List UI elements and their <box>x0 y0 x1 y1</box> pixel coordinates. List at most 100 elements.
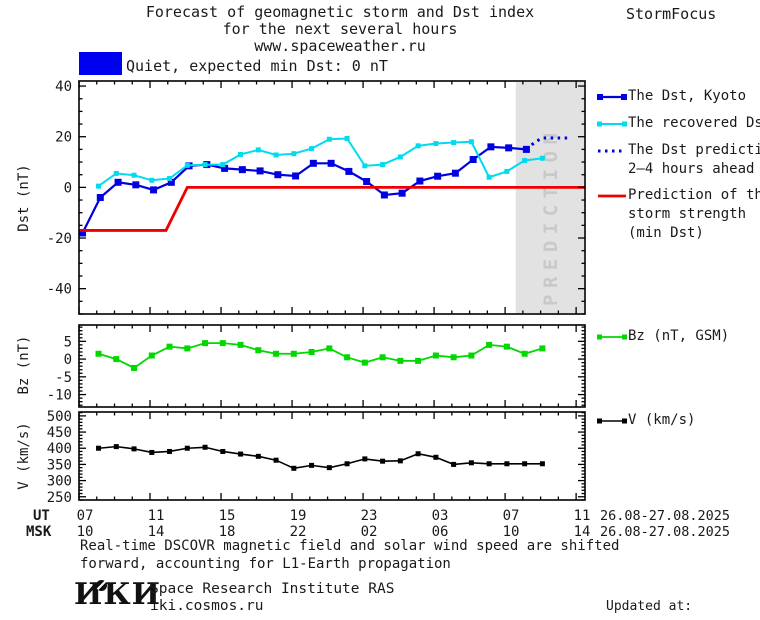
data-point-marker <box>397 154 403 160</box>
legend-label: The Dst prediction <box>628 142 760 158</box>
data-point-marker <box>398 189 406 197</box>
data-point-marker <box>114 178 122 186</box>
legend-label: (min Dst) <box>628 225 704 241</box>
iki-logo: ИКИ <box>74 577 161 612</box>
data-point-marker <box>255 347 262 354</box>
time-tick: 06 <box>431 524 449 540</box>
title-line-1: Forecast of geomagnetic storm and Dst in… <box>145 3 535 21</box>
data-point-marker <box>308 348 315 355</box>
series-the-dst-prediction-2-4-hours-ahead <box>525 136 570 151</box>
data-point-marker <box>202 162 208 168</box>
data-point-marker <box>184 345 191 352</box>
data-point-marker <box>415 357 422 364</box>
data-point-marker <box>113 444 119 450</box>
data-point-marker <box>202 340 209 347</box>
institute-name: Space Research Institute RAS <box>150 581 395 597</box>
data-point-marker <box>149 177 155 183</box>
plot-frame <box>78 411 586 501</box>
legend-label: 2–4 hours ahead <box>628 161 755 177</box>
data-point-marker <box>416 177 424 185</box>
data-point-marker <box>220 448 226 454</box>
legend-label: The recovered Dst <box>628 115 760 131</box>
data-point-marker <box>504 461 510 467</box>
sputnik-icon <box>96 580 107 591</box>
data-point-marker <box>433 141 439 147</box>
title-line-2: for the next several hours <box>222 20 458 38</box>
data-point-marker <box>113 356 120 363</box>
time-tick: 14 <box>147 524 165 540</box>
data-point-marker <box>292 172 300 180</box>
data-point-marker <box>132 181 140 189</box>
data-point-marker <box>450 354 457 361</box>
time-tick: 07 <box>76 508 94 524</box>
data-point-marker <box>468 352 475 359</box>
legend-swatch <box>597 186 628 206</box>
green-squares-legend-swatch-icon <box>597 334 627 340</box>
y-tick-label: 0 <box>64 352 72 368</box>
series-bz-nt-gsm <box>98 342 543 369</box>
y-tick-label: -40 <box>47 282 72 298</box>
prediction-band <box>515 82 584 313</box>
time-tick: 23 <box>360 508 378 524</box>
series-prediction-of-the-storm-strength-min-dst <box>79 185 585 232</box>
data-point-marker <box>327 159 335 167</box>
data-point-marker <box>291 151 297 157</box>
v-axis-label: V (km/s) <box>16 422 32 490</box>
data-point-marker <box>326 136 332 142</box>
y-tick-label: 0 <box>64 180 72 196</box>
data-point-marker <box>397 458 403 464</box>
legend-label: V (km/s) <box>628 412 696 428</box>
updated-label: Updated at: <box>606 599 693 614</box>
data-point-marker <box>469 156 477 164</box>
data-point-marker <box>221 164 229 172</box>
data-point-marker <box>113 170 119 176</box>
data-point-marker <box>539 155 545 161</box>
time-tick: 18 <box>218 524 236 540</box>
legend-swatch <box>597 87 628 107</box>
iki-website-link[interactable]: iki.cosmos.ru <box>150 598 264 614</box>
time-tick: 11 <box>147 508 165 524</box>
footnote-line-2: forward, accounting for L1-Earth propaga… <box>80 555 451 572</box>
time-tick: 07 <box>502 508 520 524</box>
data-point-marker <box>451 140 457 146</box>
data-point-marker <box>344 354 351 361</box>
data-point-marker <box>362 163 368 169</box>
data-point-marker <box>432 352 439 359</box>
time-tick: 15 <box>218 508 236 524</box>
data-point-marker <box>95 350 102 357</box>
data-point-marker <box>504 168 510 174</box>
data-point-marker <box>433 454 439 460</box>
data-point-marker <box>468 460 474 466</box>
data-point-marker <box>220 162 226 168</box>
brand-stormfocus: StormFocus <box>626 5 717 23</box>
footnote: Real-time DSCOVR magnetic field and sola… <box>80 538 619 573</box>
data-point-marker <box>255 147 261 153</box>
spaceweather-link[interactable]: www.spaceweather.ru <box>254 37 426 55</box>
time-tick: 10 <box>502 524 520 540</box>
data-point-marker <box>309 146 315 152</box>
data-point-marker <box>486 461 492 467</box>
legend-swatch <box>597 411 628 431</box>
y-tick-label: 300 <box>47 474 72 490</box>
time-tick: 14 <box>573 524 591 540</box>
data-point-marker <box>503 343 510 350</box>
data-point-marker <box>291 465 297 471</box>
plot-frame <box>78 80 586 315</box>
data-point-marker <box>468 139 474 145</box>
data-point-marker <box>415 451 421 457</box>
legend-label: Bz (nT, GSM) <box>628 328 730 344</box>
data-point-marker <box>361 359 368 366</box>
data-point-marker <box>345 167 353 175</box>
data-point-marker <box>202 444 208 450</box>
data-point-marker <box>344 135 350 141</box>
data-point-marker <box>415 143 421 149</box>
data-point-marker <box>326 465 332 471</box>
legend-item: The Dst prediction 2–4 hours ahead <box>597 141 760 179</box>
y-tick-label: 400 <box>47 441 72 457</box>
y-tick-label: 40 <box>55 79 72 95</box>
legend-item: The recovered Dst <box>597 114 760 134</box>
data-point-marker <box>486 341 493 348</box>
data-point-marker <box>131 446 137 452</box>
data-point-marker <box>380 458 386 464</box>
